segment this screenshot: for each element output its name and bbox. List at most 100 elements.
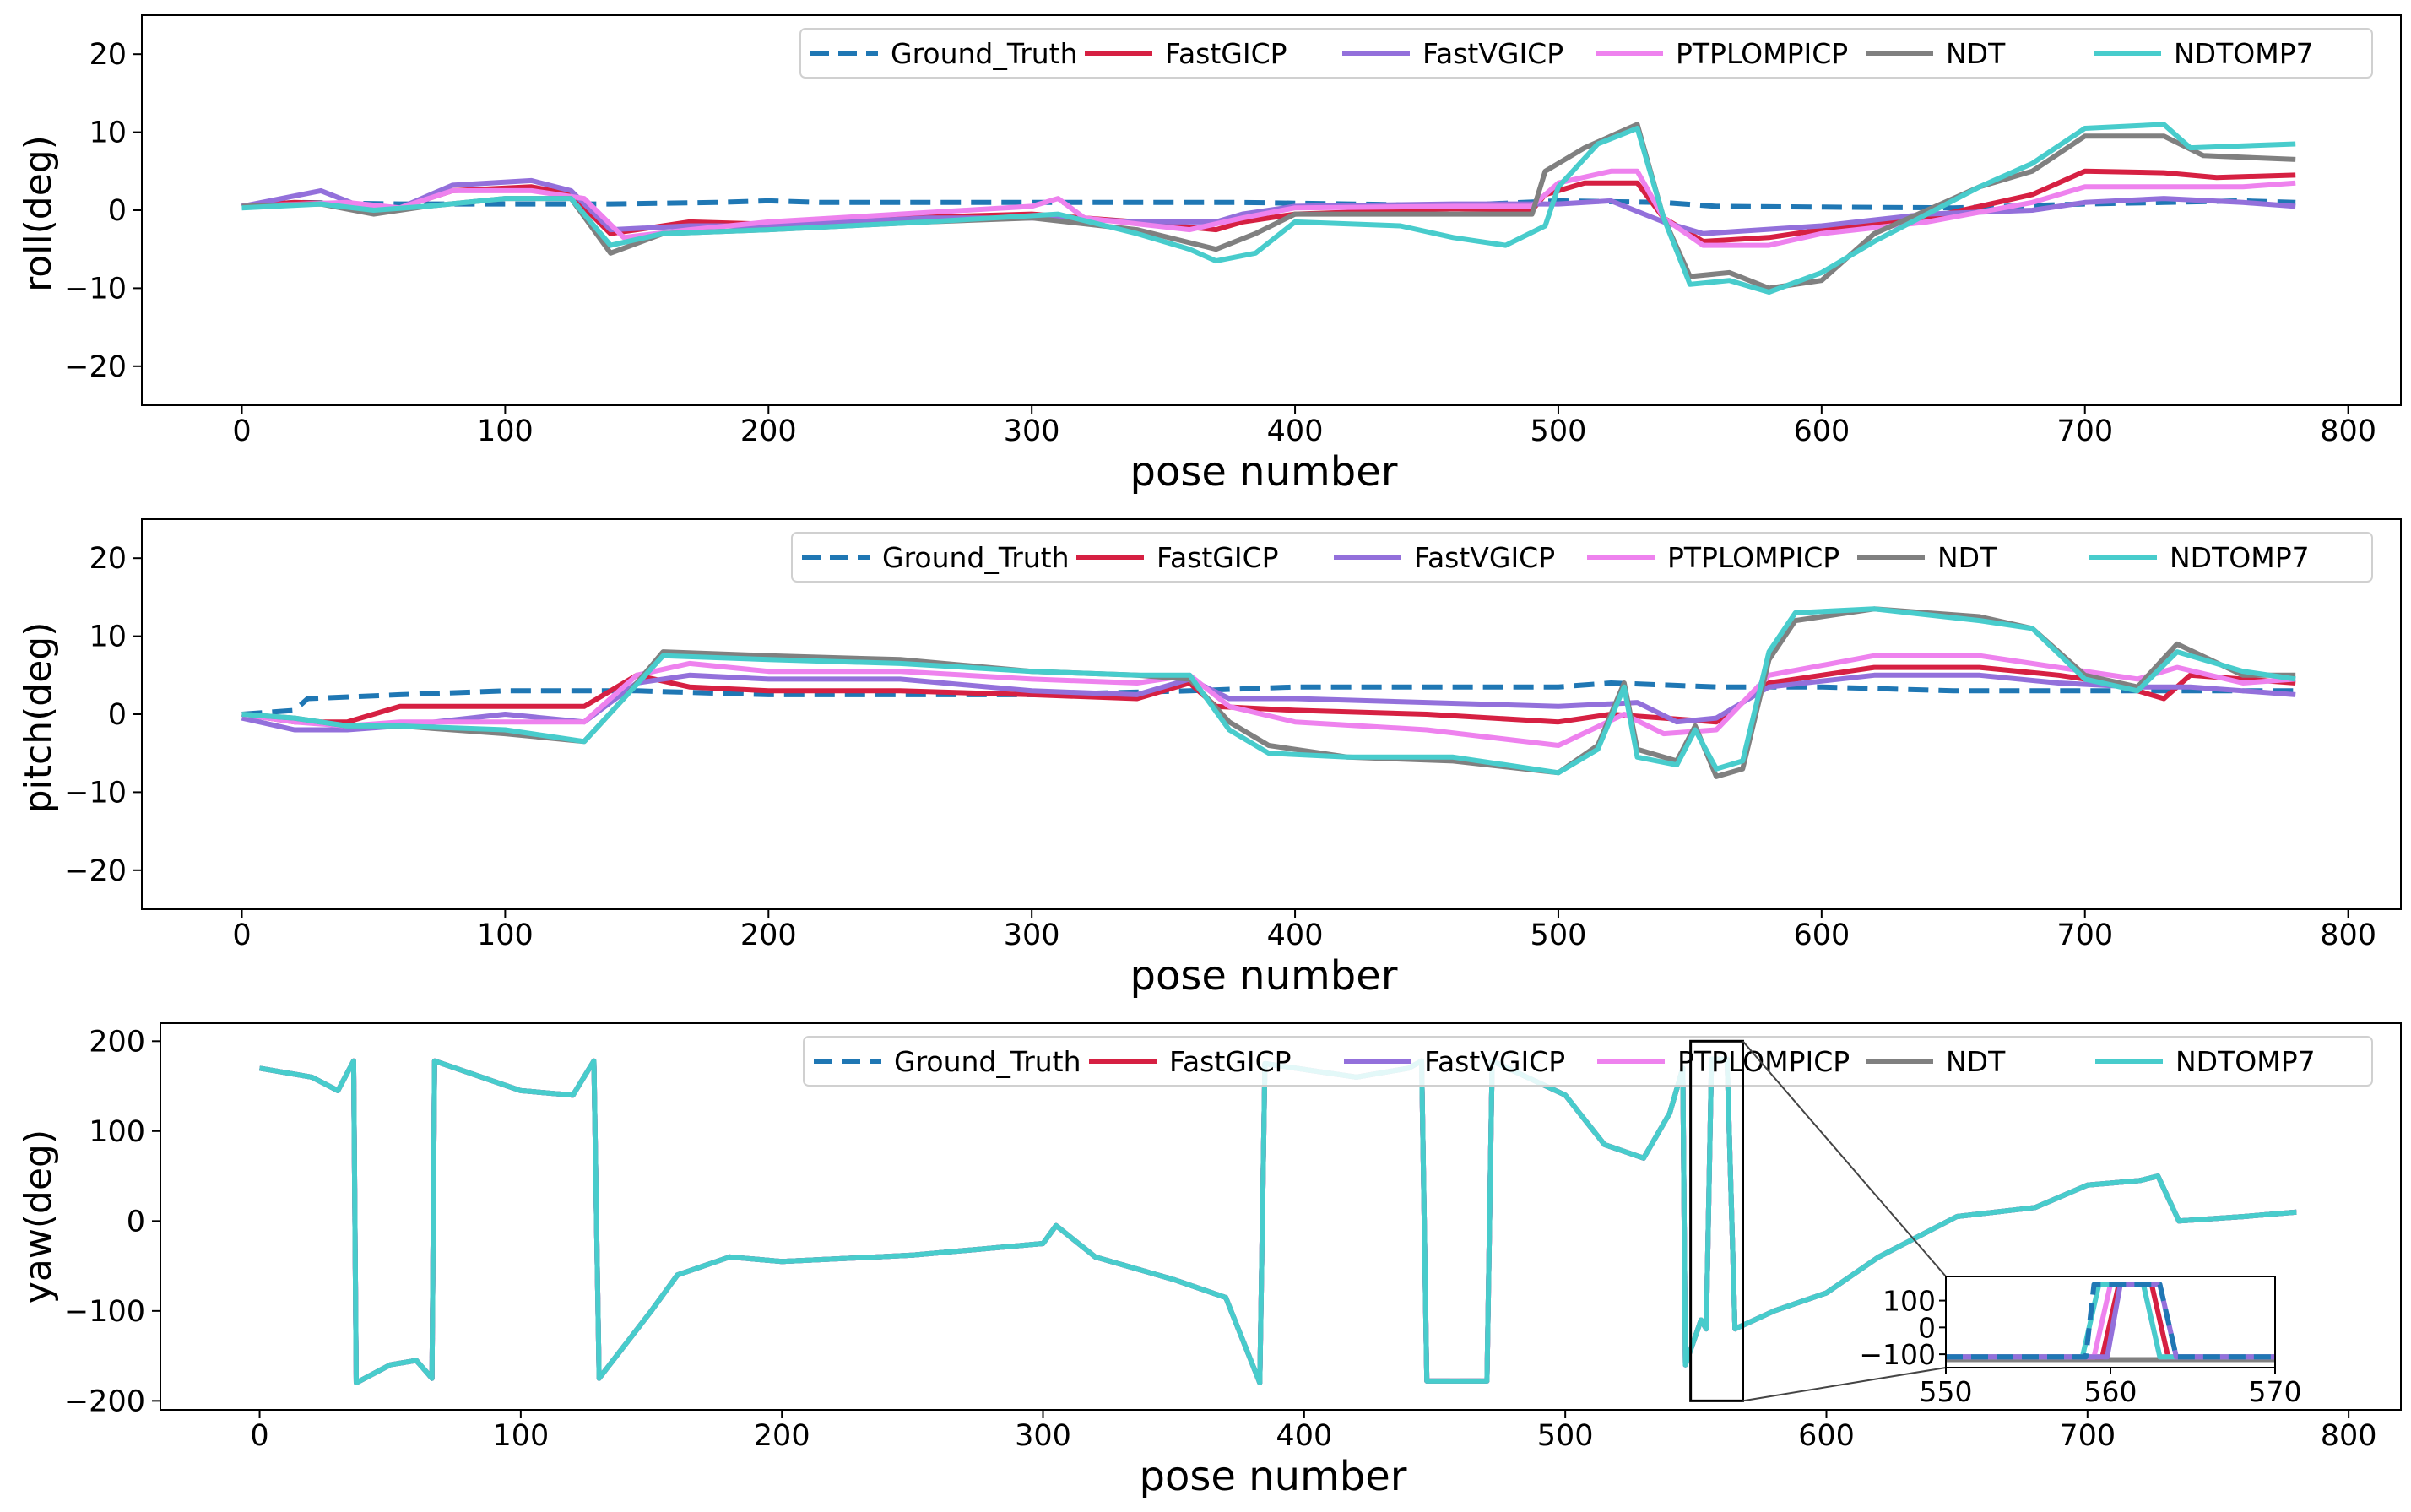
- yaw-xtick-label: 800: [2321, 1419, 2377, 1453]
- roll-ytick-label: 0: [108, 194, 127, 228]
- pitch-xtick-label: 0: [232, 919, 251, 952]
- roll-legend: Ground_Truth FastGICP FastVGICP PTPLOMPICP N…: [799, 28, 2373, 79]
- pitch-ytick-label: −10: [64, 776, 127, 810]
- pitch-xtick-label: 800: [2320, 919, 2376, 952]
- roll-xtick-label: 800: [2320, 415, 2376, 448]
- yaw-zoom-source-box: [1689, 1039, 1745, 1402]
- yaw-xtick-label: 400: [1276, 1419, 1332, 1453]
- yaw-inset-series-ground-truth: [1946, 1282, 2275, 1360]
- pitch-xtick-label: 500: [1531, 919, 1587, 952]
- yaw-xtick-label: 200: [754, 1419, 810, 1453]
- roll-ytick-label: 10: [89, 117, 127, 150]
- yaw-panel: 0 100 200 300 400 500 600 700 8002001000−100−200…: [17, 1022, 2402, 1500]
- yaw-x-axis-label: pose number: [1140, 1453, 1407, 1500]
- roll-xtick-label: 100: [477, 415, 534, 448]
- yaw-xtick-label: 500: [1537, 1419, 1594, 1453]
- roll-xtick-label: 300: [1004, 415, 1060, 448]
- pitch-ytick-label: 0: [108, 698, 127, 732]
- pitch-xtick-label: 300: [1004, 919, 1060, 952]
- yaw-legend-label-fastvgicp: FastVGICP: [1424, 1045, 1565, 1078]
- yaw-ytick-label: 0: [127, 1205, 145, 1238]
- pitch-xtick-label: 400: [1267, 919, 1324, 952]
- yaw-ytick-label: 100: [89, 1115, 145, 1149]
- yaw-y-axis-label: yaw(deg): [17, 1130, 60, 1303]
- roll-legend-label-fastvgicp: FastVGICP: [1422, 37, 1563, 70]
- pitch-ytick-label: 20: [89, 542, 127, 576]
- pitch-series-ground-truth: [241, 680, 2296, 717]
- yaw-legend: Ground_Truth FastGICP FastVGICP PTPLOMPICP N…: [803, 1036, 2373, 1087]
- pitch-xtick-label: 600: [1793, 919, 1850, 952]
- pitch-legend-label-ndtomp7: NDTOMP7: [2170, 541, 2310, 574]
- yaw-inset-xtick-label: 570: [2249, 1375, 2302, 1408]
- yaw-legend-label-ptplompicp: PTPLOMPICP: [1677, 1045, 1850, 1078]
- yaw-zoom-connector-bottom: [1742, 1367, 1947, 1402]
- pitch-legend-label-ground-truth: Ground_Truth: [882, 541, 1070, 574]
- roll-y-axis-label: roll(deg): [17, 135, 60, 292]
- yaw-legend-label-ndtomp7: NDTOMP7: [2175, 1045, 2316, 1078]
- yaw-inset-xtick-label: 560: [2084, 1375, 2137, 1408]
- yaw-legend-box: [803, 1036, 2373, 1087]
- pitch-legend-label-fastgicp: FastGICP: [1157, 541, 1279, 574]
- yaw-inset-xtick-label: 550: [1920, 1375, 1973, 1408]
- yaw-xtick-label: 0: [250, 1419, 268, 1453]
- pitch-series-lines: [241, 606, 2296, 779]
- pitch-xtick-label: 200: [740, 919, 797, 952]
- roll-xtick-label: 700: [2056, 415, 2113, 448]
- roll-xtick-label: 0: [232, 415, 251, 448]
- roll-legend-label-ptplompicp: PTPLOMPICP: [1676, 37, 1848, 70]
- pitch-legend-label-fastvgicp: FastVGICP: [1414, 541, 1555, 574]
- roll-xtick-label: 200: [740, 415, 797, 448]
- pitch-xtick-label: 100: [477, 919, 534, 952]
- yaw-xtick-label: 100: [492, 1419, 549, 1453]
- pitch-series-ptplompicp: [241, 653, 2296, 748]
- pitch-xtick-label: 700: [2056, 919, 2113, 952]
- roll-series-ndtomp7: [241, 122, 2296, 295]
- pitch-series-fastgicp: [241, 664, 2296, 725]
- yaw-xtick-label: 600: [1798, 1419, 1855, 1453]
- yaw-ytick-label: −100: [64, 1295, 145, 1329]
- roll-xtick-label: 400: [1267, 415, 1324, 448]
- pitch-ytick-label: −20: [64, 854, 127, 888]
- roll-series-ptplompicp: [241, 168, 2296, 248]
- yaw-zoom-connector-top: [1742, 1040, 1947, 1277]
- roll-legend-label-ground-truth: Ground_Truth: [891, 37, 1078, 70]
- yaw-inset-ytick-label: 0: [1918, 1311, 1936, 1344]
- roll-ytick-label: −10: [64, 272, 127, 306]
- roll-series-lines: [241, 122, 2296, 295]
- roll-ytick-label: 20: [89, 38, 127, 72]
- yaw-xtick-label: 700: [2059, 1419, 2116, 1453]
- roll-xtick-label: 600: [1793, 415, 1850, 448]
- roll-legend-label-fastgicp: FastGICP: [1165, 37, 1287, 70]
- roll-legend-box: [799, 28, 2373, 79]
- pitch-legend: Ground_Truth FastGICP FastVGICP PTPLOMPICP N…: [791, 532, 2373, 583]
- roll-ytick-label: −20: [64, 350, 127, 384]
- yaw-legend-label-ground-truth: Ground_Truth: [894, 1045, 1081, 1078]
- yaw-inset-lines: [1946, 1282, 2275, 1363]
- yaw-legend-label-ndt: NDT: [1946, 1045, 2006, 1078]
- pitch-series-fastvgicp: [241, 672, 2296, 733]
- pitch-legend-label-ndt: NDT: [1937, 541, 1997, 574]
- pitch-y-axis-label: pitch(deg): [17, 622, 60, 814]
- yaw-legend-label-fastgicp: FastGICP: [1169, 1045, 1292, 1078]
- roll-series-fastgicp: [241, 168, 2296, 244]
- roll-xtick-label: 500: [1531, 415, 1587, 448]
- yaw-inset-ytick-label: 100: [1883, 1285, 1936, 1318]
- pitch-ytick-label: 10: [89, 621, 127, 654]
- pitch-legend-box: [791, 532, 2373, 583]
- pitch-x-axis-label: pose number: [1130, 952, 1398, 1000]
- roll-legend-label-ndtomp7: NDTOMP7: [2174, 37, 2314, 70]
- yaw-ytick-label: −200: [64, 1385, 145, 1418]
- yaw-xtick-label: 300: [1015, 1419, 1071, 1453]
- yaw-ytick-label: 200: [89, 1025, 145, 1059]
- roll-x-axis-label: pose number: [1130, 448, 1398, 496]
- pitch-legend-label-ptplompicp: PTPLOMPICP: [1667, 541, 1839, 574]
- roll-legend-label-ndt: NDT: [1946, 37, 2006, 70]
- yaw-inset-ytick-label: −100: [1859, 1338, 1936, 1371]
